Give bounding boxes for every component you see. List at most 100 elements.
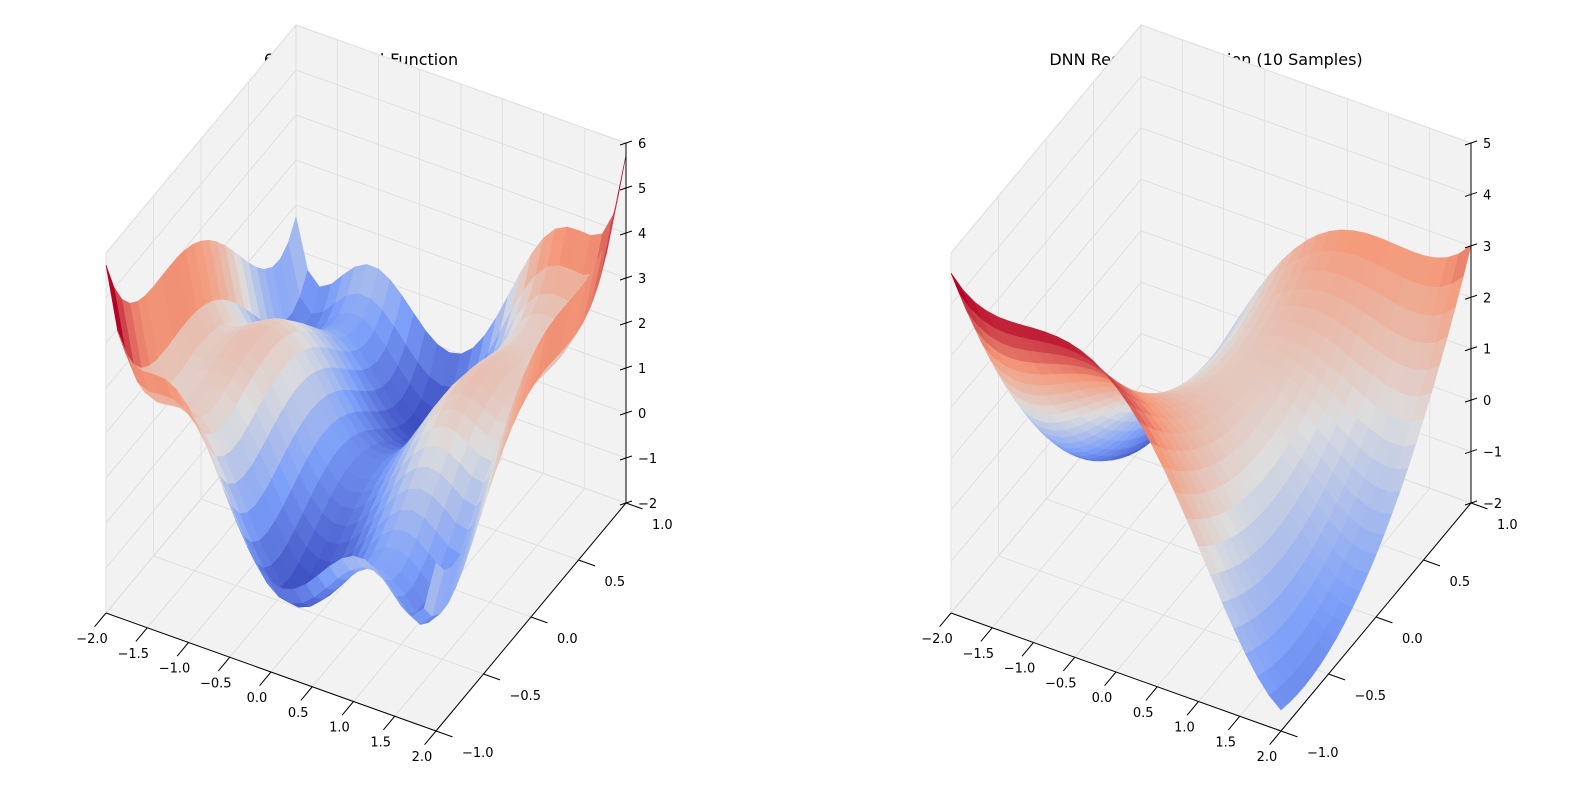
z-tick-label: 4	[1483, 188, 1491, 203]
y-tick	[1280, 730, 1298, 738]
z-tick-label: 2	[1483, 291, 1491, 306]
x-tick	[1104, 671, 1117, 687]
z-tick	[619, 365, 633, 371]
grid-line	[295, 24, 627, 144]
x-tick	[259, 671, 272, 687]
y-tick-label: 0.0	[557, 632, 578, 647]
x-tick-label: 2.0	[1257, 750, 1278, 765]
x-tick	[939, 612, 952, 628]
z-tick-label: 0	[638, 407, 646, 422]
x-tick	[382, 715, 396, 731]
y-tick	[1375, 616, 1393, 624]
z-tick	[1464, 397, 1478, 403]
grid-line	[295, 114, 627, 234]
x-tick	[980, 627, 993, 642]
z-tick-label: 0	[1483, 394, 1491, 409]
y-tick	[1470, 502, 1488, 510]
z-tick	[1464, 243, 1478, 249]
x-tick	[300, 686, 313, 701]
grid-line	[295, 69, 627, 189]
grid-line	[950, 76, 1142, 305]
y-tick-label: −1.0	[1307, 746, 1339, 761]
x-tick	[1186, 701, 1199, 716]
y-tick-label: −1.0	[462, 746, 494, 761]
x-tick-label: 0.0	[1092, 691, 1113, 706]
grid-line	[950, 24, 1142, 254]
z-tick	[1464, 346, 1478, 352]
y-tick	[435, 730, 453, 738]
x-tick-label: −0.5	[200, 676, 232, 691]
z-tick	[1464, 140, 1478, 146]
z-tick-label: 3	[638, 272, 646, 287]
x-tick-label: −2.0	[921, 632, 953, 647]
panel-dnn-regression: DNN Regression Function (10 Samples) −2.…	[921, 23, 1518, 765]
y-tick	[1423, 559, 1441, 567]
z-tick-label: −1	[638, 452, 657, 467]
surface-facet	[423, 562, 445, 617]
z-tick-label: 2	[638, 317, 646, 332]
y-tick-label: 0.0	[1402, 632, 1423, 647]
z-tick	[619, 230, 633, 236]
z-tick	[619, 275, 633, 281]
z-tick	[619, 185, 633, 191]
x-tick	[217, 656, 231, 672]
x-tick	[1062, 656, 1076, 672]
x-tick-label: 1.5	[370, 735, 391, 750]
y-tick-label: 1.0	[1497, 518, 1518, 533]
z-tick-label: −1	[1483, 446, 1502, 461]
z-tick	[619, 410, 633, 416]
y-tick-label: 0.5	[605, 575, 626, 590]
z-tick	[619, 320, 633, 326]
x-tick-label: 1.5	[1215, 735, 1236, 750]
z-tick	[619, 140, 633, 146]
surface	[950, 229, 1472, 711]
z-tick-label: 1	[1483, 343, 1491, 358]
z-tick	[1464, 294, 1478, 300]
grid-line	[950, 178, 1142, 408]
z-tick-label: 5	[638, 182, 646, 197]
z-tick	[1464, 191, 1478, 197]
z-tick	[619, 455, 633, 461]
x-tick	[1269, 730, 1282, 746]
z-tick-label: 6	[638, 137, 646, 152]
z-tick-label: −2	[638, 497, 657, 512]
x-tick	[135, 627, 148, 642]
x-tick	[94, 612, 107, 628]
y-tick	[483, 673, 501, 681]
y-tick-label: 0.5	[1450, 575, 1471, 590]
x-tick-label: 1.0	[1174, 721, 1195, 736]
x-tick	[1227, 715, 1241, 731]
grid-line	[105, 24, 297, 254]
y-tick	[530, 616, 548, 624]
x-tick-label: 0.0	[247, 691, 268, 706]
y-tick-label: −0.5	[1355, 689, 1387, 704]
x-tick	[424, 730, 437, 746]
x-tick	[1145, 686, 1158, 701]
grid-line	[105, 69, 297, 299]
y-tick	[578, 559, 596, 567]
z-tick-label: 5	[1483, 137, 1491, 152]
x-tick-label: 0.5	[288, 706, 309, 721]
x-tick-label: 2.0	[412, 750, 433, 765]
x-tick-label: 1.0	[329, 721, 350, 736]
x-tick-label: −1.0	[159, 662, 191, 677]
y-tick-label: −0.5	[510, 689, 542, 704]
x-tick-label: −0.5	[1045, 676, 1077, 691]
z-tick	[619, 500, 633, 506]
grid-line	[950, 333, 1142, 562]
z-tick-label: 4	[638, 227, 646, 242]
y-tick-label: 1.0	[652, 518, 673, 533]
z-tick-label: −2	[1483, 497, 1502, 512]
z-tick	[1464, 500, 1478, 506]
z-tick-label: 1	[638, 362, 646, 377]
y-tick	[625, 502, 643, 510]
surface	[105, 154, 627, 625]
grid-line	[153, 555, 484, 675]
x-tick	[176, 642, 189, 657]
x-tick-label: 0.5	[1133, 706, 1154, 721]
x-tick-label: −1.5	[117, 647, 149, 662]
grid-line	[1140, 127, 1472, 247]
x-tick-label: −1.0	[1004, 662, 1036, 677]
grid-line	[1140, 75, 1472, 195]
